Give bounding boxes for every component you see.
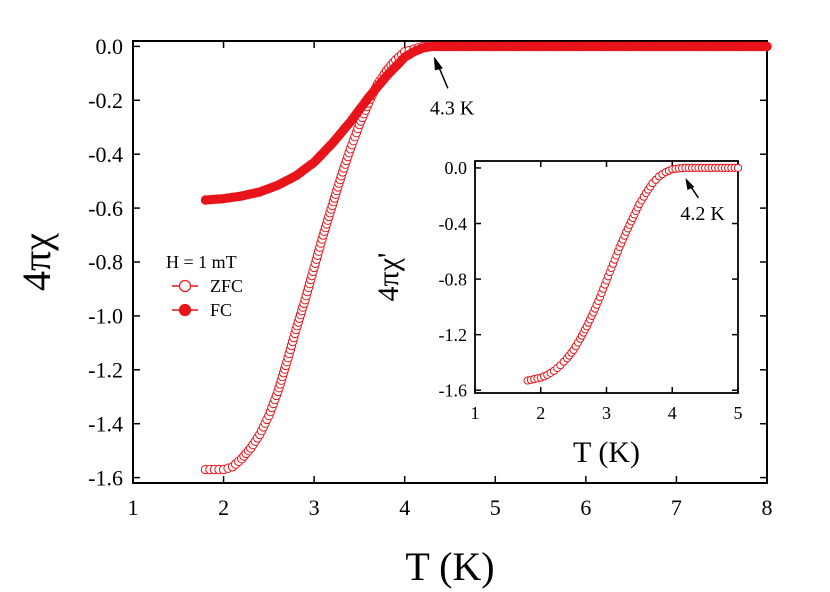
main-y-tick-label: -1.0 — [88, 304, 123, 329]
main-y-tick-label: -1.4 — [88, 411, 123, 436]
inset-x-tick-label: 3 — [602, 403, 611, 423]
annotation-label: 4.3 K — [430, 97, 475, 119]
main-y-tick-label: -1.6 — [88, 465, 123, 490]
legend-entry-fc: FC — [172, 300, 232, 320]
legend-marker-fc — [178, 303, 192, 317]
inset-point-series — [733, 163, 743, 172]
annotation-4-2k: 4.2 K — [680, 177, 725, 225]
main-x-tick-label: 2 — [218, 495, 229, 520]
inset-y-tick-label: 0.0 — [445, 158, 468, 178]
inset-x-tick-label: 2 — [536, 403, 545, 423]
main-x-axis-label: T (K) — [405, 544, 494, 589]
main-x-tick-label: 7 — [671, 495, 682, 520]
legend-title: H = 1 mT — [166, 252, 237, 272]
main-point-fc — [762, 41, 772, 52]
main-x-tick-label: 3 — [309, 495, 320, 520]
inset-x-tick-label: 1 — [471, 403, 480, 423]
main-series-group — [200, 41, 772, 475]
main-x-tick-label: 1 — [128, 495, 139, 520]
main-x-tick-label: 5 — [490, 495, 501, 520]
main-y-tick-label: -0.6 — [88, 196, 123, 221]
inset-annotation-arrowhead — [685, 177, 695, 190]
legend: H = 1 mT ZFC FC — [166, 252, 243, 320]
inset-x-tick-label: 4 — [668, 403, 677, 423]
inset-y-axis-label: 4πχ' — [372, 253, 405, 302]
main-y-tick-label: -1.2 — [88, 358, 123, 383]
annotation-4-3k: 4.3 K — [430, 56, 475, 119]
main-y-tick-label: 0.0 — [96, 34, 124, 59]
legend-marker-zfc — [178, 279, 192, 293]
inset-y-tick-label: -0.8 — [439, 269, 468, 289]
main-tick-labels: 1 2 3 4 5 6 7 8 0.0 -0.2 -0.4 -0.6 -0.8 -1.0 -1.2 -1.4 -… — [88, 34, 772, 520]
inset-chart: 1 2 3 4 5 0.0 -0.4 -0.8 -1.2 -1.6 T (K) 4πχ' 4.2 … — [372, 158, 743, 469]
main-y-axis-label: 4πχ — [14, 233, 59, 291]
main-y-tick-label: -0.2 — [88, 88, 123, 113]
inset-x-tick-label: 5 — [734, 403, 743, 423]
main-y-tick-label: -0.8 — [88, 250, 123, 275]
legend-entry-zfc: ZFC — [172, 276, 243, 296]
main-x-tick-label: 8 — [762, 495, 773, 520]
inset-tick-labels: 1 2 3 4 5 0.0 -0.4 -0.8 -1.2 -1.6 — [439, 158, 743, 423]
main-x-tick-label: 6 — [580, 495, 591, 520]
inset-y-tick-label: -1.2 — [439, 325, 468, 345]
inset-axis-ticks — [474, 161, 739, 393]
inset-series-group — [523, 163, 743, 385]
main-x-tick-label: 4 — [399, 495, 410, 520]
legend-label-fc: FC — [210, 300, 232, 320]
annotation-arrowhead — [433, 56, 443, 71]
inset-annotation-label: 4.2 K — [680, 203, 725, 225]
main-chart: 1 2 3 4 5 6 7 8 0.0 -0.2 -0.4 -0.6 -0.8 -1.0 -1.2 -1.4 -… — [14, 34, 773, 589]
inset-y-tick-label: -1.6 — [439, 381, 468, 401]
main-y-tick-label: -0.4 — [88, 142, 123, 167]
inset-x-axis-label: T (K) — [573, 436, 640, 469]
legend-label-zfc: ZFC — [210, 276, 243, 296]
inset-y-tick-label: -0.4 — [439, 214, 468, 234]
